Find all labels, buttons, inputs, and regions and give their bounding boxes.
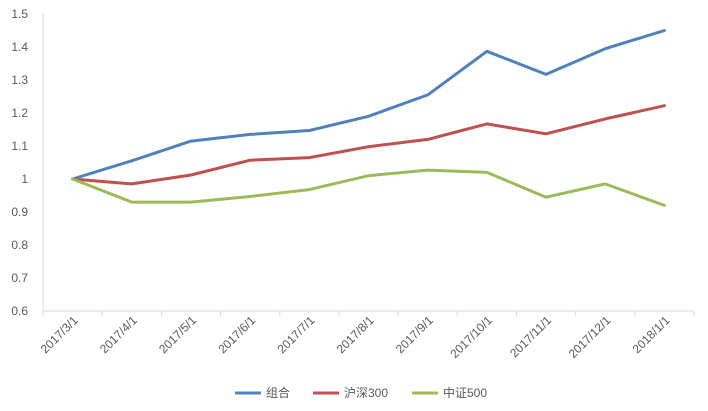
axes [42,14,694,312]
y-tick-label: 0.6 [11,304,28,318]
series-line-0 [71,29,666,181]
x-tick-label: 2017/5/1 [156,313,199,356]
x-tick-label: 2017/9/1 [393,313,436,356]
x-tick-label: 2017/6/1 [215,313,258,356]
legend-label-0: 组合 [266,385,290,400]
x-tick-label: 2017/7/1 [275,313,318,356]
y-axis-ticks: 0.6 0.7 0.8 0.9 1 1.1 1.2 1.3 1.4 1.5 [11,7,28,318]
x-tick-label: 2017/11/1 [507,313,554,360]
series-line-1 [71,104,666,186]
series-line-2 [71,168,666,207]
x-axis-ticks: 2017/3/1 2017/4/1 2017/5/1 2017/6/1 2017/7/1… [38,311,695,361]
x-tick-label: 2018/1/1 [630,313,673,356]
y-tick-label: 0.8 [11,238,28,252]
x-tick-label: 2017/3/1 [38,313,81,356]
y-tick-label: 1.3 [11,73,28,87]
x-tick-label: 2017/4/1 [97,313,140,356]
x-tick-label: 2017/8/1 [334,313,377,356]
y-tick-label: 1.2 [11,106,28,120]
x-tick-label: 2017/10/1 [447,313,495,361]
legend-label-1: 沪深300 [344,386,388,400]
y-tick-label: 0.9 [11,205,28,219]
legend-label-2: 中证500 [443,385,487,400]
y-tick-label: 1.4 [11,40,28,54]
y-tick-label: 1 [21,172,28,186]
y-tick-label: 1.5 [11,7,28,21]
y-tick-label: 1.1 [11,139,28,153]
series-lines [71,29,666,207]
legend: 组合 沪深300 中证500 [235,385,487,400]
y-tick-label: 0.7 [11,271,28,285]
x-tick-label: 2017/12/1 [566,313,614,361]
